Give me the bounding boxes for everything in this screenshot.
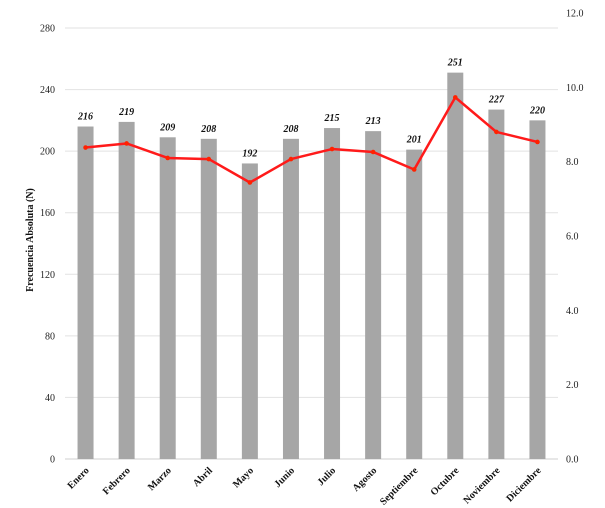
line-point [288,156,294,162]
line-point [206,156,212,162]
bar-febrero [118,121,135,460]
right-tick-label: 6.0 [566,232,579,243]
category-labels: Enero Febrero Marzo Abril Mayo Junio Julio Agos… [66,465,544,508]
line-series [83,95,540,185]
line-point [411,167,417,172]
data-labels: 216 219 209 208 192 208 215 213 201 251 227 220 [77,58,545,160]
left-tick-label: 80 [45,331,55,342]
data-label: 213 [365,116,381,127]
bar-mayo [241,163,258,459]
data-label: 227 [488,95,505,106]
right-tick-label: 2.0 [566,380,579,391]
right-axis-ticks: 0.0 2.0 4.0 6.0 8.0 10.0 12.0 [566,9,584,466]
right-tick-label: 0.0 [566,455,579,466]
data-label: 251 [447,58,463,69]
bar-enero [77,126,94,459]
category-label: Junio [272,465,297,490]
line-path [85,96,538,184]
line-point [535,139,540,145]
category-label: Noviembre [461,465,502,506]
data-label: 192 [242,148,257,159]
category-label: Enero [66,465,92,491]
category-label: Septiembre [378,465,421,508]
left-tick-label: 0 [50,455,55,466]
bar-agosto [365,131,382,459]
data-label: 220 [529,105,545,116]
right-tick-label: 8.0 [566,157,579,168]
data-label: 208 [200,124,216,135]
bar-julio [324,128,341,459]
bar-abril [200,138,217,460]
gridlines [65,27,558,460]
category-label: Julio [315,465,338,488]
y-axis-title: Frecuencia Absoluta (N) [25,188,36,292]
left-tick-label: 240 [40,85,55,96]
data-label: 216 [77,112,93,123]
left-axis-ticks: 0 40 80 120 160 200 240 280 [40,24,55,466]
bar-noviembre [488,109,505,459]
data-label: 219 [118,107,134,118]
line-point [452,95,458,100]
left-tick-label: 160 [40,208,55,219]
category-label: Agosto [351,465,380,494]
right-tick-label: 4.0 [566,306,579,317]
right-tick-label: 12.0 [566,9,584,20]
left-tick-label: 280 [40,24,55,35]
left-tick-label: 40 [45,393,55,404]
category-label: Febrero [101,465,133,497]
left-tick-label: 120 [40,270,55,281]
bar-septiembre [406,149,423,459]
bar-diciembre [529,120,546,459]
right-tick-label: 10.0 [566,83,584,94]
category-label: Diciembre [505,465,544,504]
line-point [124,141,129,146]
data-label: 201 [406,135,422,146]
line-point [370,149,376,155]
category-label: Mayo [231,465,256,490]
line-point [329,146,335,152]
data-label: 209 [159,122,175,133]
line-point [247,180,253,185]
category-label: Octubre [429,465,462,498]
line-point [494,129,499,135]
bar-marzo [159,137,176,459]
data-label: 215 [324,113,340,124]
bar-junio [282,138,299,460]
left-tick-label: 200 [40,147,55,158]
category-label: Marzo [146,465,174,493]
bars [77,72,546,460]
line-point [165,155,171,161]
bar-octubre [447,72,464,459]
line-point [83,145,88,150]
category-label: Abril [191,465,215,489]
data-label: 208 [282,124,298,135]
